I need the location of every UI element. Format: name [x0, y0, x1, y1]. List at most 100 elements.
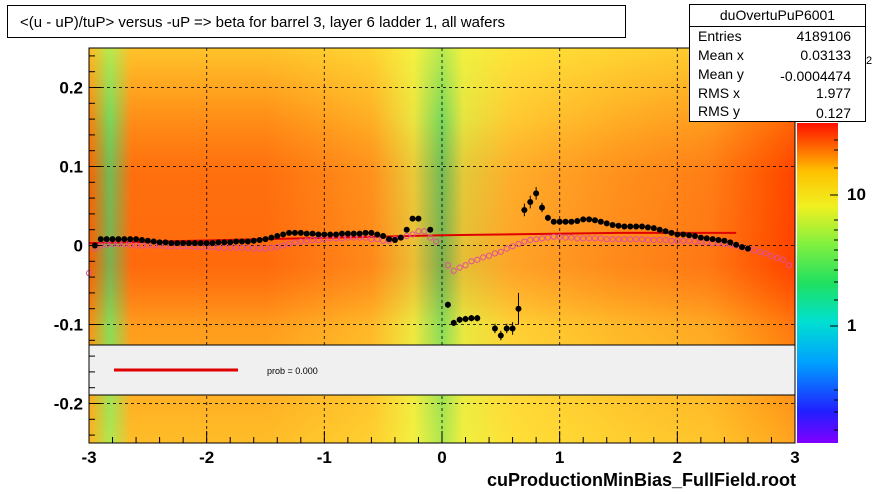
- open-marker: [627, 236, 634, 243]
- y-tick-label: 0.2: [59, 79, 83, 98]
- profile-point: [362, 229, 369, 236]
- profile-point: [391, 236, 398, 243]
- x-tick-label: -3: [81, 448, 96, 467]
- profile-point: [680, 231, 687, 238]
- profile-point: [703, 235, 710, 242]
- open-marker: [450, 267, 457, 274]
- x-tick-label: -2: [199, 448, 214, 467]
- open-marker: [527, 236, 534, 244]
- profile-point: [133, 236, 140, 243]
- open-marker: [280, 242, 287, 249]
- profile-point: [591, 217, 598, 224]
- open-marker: [303, 237, 310, 244]
- open-marker: [597, 235, 604, 242]
- open-marker: [509, 243, 516, 250]
- stats-separator: [690, 26, 865, 27]
- open-marker: [615, 236, 622, 243]
- open-marker: [774, 255, 781, 262]
- profile-point: [580, 216, 587, 223]
- open-marker: [621, 236, 628, 243]
- palette-label-1: 1: [847, 316, 856, 335]
- profile-point: [650, 225, 657, 232]
- profile-point: [350, 230, 357, 237]
- profile-point: [138, 236, 145, 243]
- x-tick-label: -1: [317, 448, 332, 467]
- profile-point: [286, 229, 293, 236]
- open-marker: [533, 236, 540, 243]
- profile-point: [403, 226, 410, 233]
- profile-point: [103, 236, 110, 243]
- legend-text: prob = 0.000: [267, 366, 318, 376]
- profile-point: [656, 226, 663, 233]
- profile-point: [321, 231, 328, 238]
- profile-point: [186, 240, 193, 247]
- profile-point: [739, 244, 746, 251]
- grid-lines: [89, 48, 795, 443]
- open-marker: [285, 240, 293, 248]
- profile-point: [662, 228, 669, 235]
- palette-label-10: 10: [847, 185, 866, 204]
- open-marker: [456, 264, 463, 271]
- open-marker: [544, 234, 552, 241]
- profile-point: [686, 232, 693, 239]
- open-marker: [309, 236, 316, 244]
- profile-point: [203, 240, 210, 247]
- profile-point: [368, 229, 375, 236]
- profile-point: [597, 218, 604, 225]
- profile-point: [174, 240, 181, 247]
- open-marker: [462, 262, 469, 269]
- open-marker: [409, 231, 416, 238]
- open-marker: [786, 262, 793, 269]
- profile-point: [374, 231, 381, 238]
- profile-point: [315, 231, 322, 238]
- stat-value-entries: 4189106: [796, 28, 851, 44]
- profile-point: [603, 220, 610, 227]
- profile-point: [462, 315, 469, 322]
- open-marker: [644, 236, 652, 244]
- open-marker: [762, 250, 769, 257]
- x-tick-label: 3: [790, 448, 799, 467]
- profile-point: [639, 223, 646, 230]
- profile-point: [644, 224, 651, 231]
- open-marker: [238, 244, 246, 251]
- profile-point: [633, 223, 640, 230]
- profile-point: [209, 240, 216, 247]
- y-tick-label: 0: [74, 237, 83, 256]
- profile-point: [162, 239, 169, 246]
- profile-point: [380, 233, 387, 240]
- open-marker: [427, 234, 434, 241]
- open-marker: [468, 258, 475, 265]
- profile-point: [586, 216, 593, 223]
- profile-point: [238, 238, 245, 245]
- profile-point: [333, 231, 340, 238]
- profile-point: [344, 230, 351, 237]
- y-tick-label: -0.1: [54, 316, 83, 335]
- stats-name: duOvertuPuP6001: [719, 7, 836, 23]
- profile-point: [356, 230, 363, 237]
- open-marker: [609, 236, 616, 243]
- open-marker: [538, 235, 546, 242]
- open-marker: [668, 237, 675, 244]
- profile-point: [574, 218, 581, 225]
- profile-point: [233, 238, 240, 245]
- profile-point: [727, 239, 734, 246]
- open-marker: [480, 254, 487, 261]
- title-box: <(u - uP)/tuP> versus -uP => beta for ba…: [7, 5, 626, 38]
- profile-point: [556, 218, 563, 225]
- profile-point: [550, 218, 557, 225]
- profile-point: [674, 231, 681, 238]
- open-marker: [433, 238, 440, 245]
- profile-point: [262, 236, 269, 243]
- profile-point: [721, 237, 728, 244]
- open-marker: [421, 228, 428, 235]
- x-tick-label: 1: [555, 448, 564, 467]
- profile-point: [291, 229, 298, 236]
- x-tick-label: 0: [437, 448, 446, 467]
- y-tick-label: 0.1: [59, 158, 83, 177]
- profile-point: [615, 222, 622, 229]
- profile-point: [568, 218, 575, 225]
- profile-point: [297, 229, 304, 236]
- profile-point: [338, 230, 345, 237]
- open-marker: [368, 236, 375, 243]
- stat-label-entries: Entries: [698, 28, 742, 44]
